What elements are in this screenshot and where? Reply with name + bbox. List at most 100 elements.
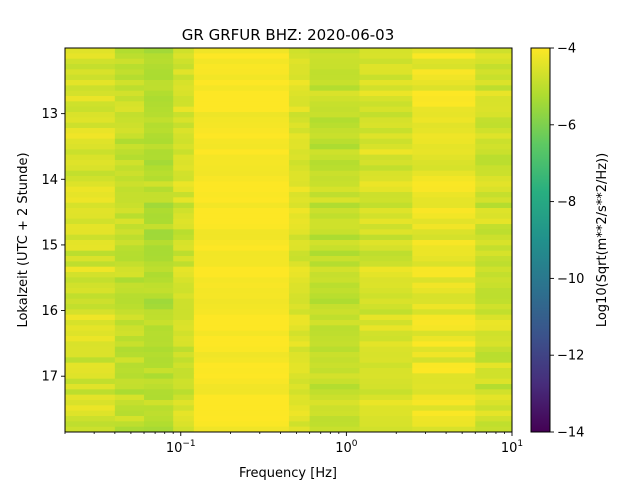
heatmap-cell xyxy=(475,400,512,406)
heatmap-cell xyxy=(359,165,413,172)
heatmap-cell xyxy=(309,170,361,177)
heatmap-cell xyxy=(144,256,174,262)
heatmap-cell xyxy=(114,330,145,337)
heatmap-cell xyxy=(359,336,413,342)
heatmap-cell xyxy=(193,74,290,81)
heatmap-cell xyxy=(144,330,174,337)
heatmap-cell xyxy=(288,266,311,273)
heatmap-cell xyxy=(193,250,290,257)
heatmap-cell xyxy=(309,336,361,342)
heatmap-cell xyxy=(173,213,195,220)
heatmap-cell xyxy=(173,277,195,284)
heatmap-cell xyxy=(65,224,116,230)
heatmap-cell xyxy=(412,224,476,230)
heatmap-cell xyxy=(359,229,413,236)
heatmap-cell xyxy=(144,85,174,92)
heatmap-cell xyxy=(114,96,145,102)
heatmap-cell xyxy=(65,421,116,428)
heatmap-cell xyxy=(193,314,290,321)
heatmap-cell xyxy=(288,208,311,214)
heatmap-cell xyxy=(288,74,311,81)
heatmap-cell xyxy=(65,272,116,278)
heatmap-cell xyxy=(412,373,476,380)
heatmap-cell xyxy=(475,410,512,417)
heatmap-cell xyxy=(193,309,290,316)
heatmap-cell xyxy=(412,213,476,220)
colorbar-tick-label: −6 xyxy=(557,118,576,133)
heatmap-cell xyxy=(288,405,311,412)
heatmap-cell xyxy=(144,341,174,348)
heatmap-cell xyxy=(475,309,512,316)
heatmap-cell xyxy=(359,400,413,406)
heatmap-cell xyxy=(173,352,195,358)
heatmap-cell xyxy=(193,85,290,92)
heatmap-cell xyxy=(173,240,195,246)
heatmap-cell xyxy=(412,394,476,401)
heatmap-cell xyxy=(193,90,290,97)
heatmap-cell xyxy=(173,341,195,348)
heatmap-cell xyxy=(193,245,290,252)
heatmap-cell xyxy=(309,85,361,92)
chart-title: GR GRFUR BHZ: 2020-06-03 xyxy=(182,26,395,44)
heatmap-cell xyxy=(288,112,311,118)
heatmap-cell xyxy=(193,384,290,390)
heatmap-cell xyxy=(65,149,116,156)
heatmap-cell xyxy=(412,410,476,417)
heatmap-cell xyxy=(193,282,290,289)
heatmap-cell xyxy=(114,373,145,380)
heatmap-cell xyxy=(309,389,361,396)
heatmap-cell xyxy=(65,394,116,401)
heatmap-cell xyxy=(412,234,476,241)
heatmap-cell xyxy=(412,229,476,236)
heatmap-cell xyxy=(144,240,174,246)
x-axis: 10−1 100 101 xyxy=(64,432,523,456)
heatmap-cell xyxy=(359,304,413,310)
heatmap-cell xyxy=(65,181,116,188)
heatmap-cell xyxy=(193,69,290,76)
heatmap-cell xyxy=(359,309,413,316)
heatmap-cell xyxy=(144,266,174,273)
colorbar xyxy=(531,48,550,432)
heatmap-cell xyxy=(144,293,174,300)
heatmap-cell xyxy=(288,138,311,145)
heatmap-cell xyxy=(359,186,413,193)
heatmap-cell xyxy=(114,128,145,134)
heatmap-cell xyxy=(114,234,145,241)
heatmap-cell xyxy=(475,160,512,166)
heatmap-cell xyxy=(65,325,116,332)
heatmap-cell xyxy=(475,256,512,262)
heatmap-cell xyxy=(288,53,311,60)
heatmap-cell xyxy=(288,245,311,252)
heatmap-cell xyxy=(412,357,476,364)
heatmap-cell xyxy=(309,149,361,156)
heatmap-cell xyxy=(359,352,413,358)
heatmap-cell xyxy=(193,352,290,358)
heatmap-cell xyxy=(309,325,361,332)
heatmap-cell xyxy=(65,373,116,380)
heatmap-cell xyxy=(114,261,145,268)
heatmap-cell xyxy=(114,346,145,353)
heatmap-cell xyxy=(309,341,361,348)
heatmap-cell xyxy=(193,320,290,326)
heatmap-cell xyxy=(173,208,195,214)
heatmap-cell xyxy=(309,314,361,321)
heatmap-cell xyxy=(359,181,413,188)
heatmap-cell xyxy=(173,298,195,305)
heatmap-cell xyxy=(144,400,174,406)
heatmap-cell xyxy=(412,362,476,369)
heatmap-cell xyxy=(288,362,311,369)
heatmap-cell xyxy=(144,213,174,220)
heatmap-cell xyxy=(359,64,413,70)
heatmap-cell xyxy=(412,85,476,92)
heatmap-cell xyxy=(144,357,174,364)
heatmap-cell xyxy=(173,384,195,390)
heatmap-cell xyxy=(412,197,476,204)
heatmap-cell xyxy=(309,186,361,193)
heatmap-cell xyxy=(359,368,413,374)
heatmap-cell xyxy=(65,282,116,289)
heatmap-cell xyxy=(114,282,145,289)
heatmap-cell xyxy=(412,90,476,97)
heatmap-cell xyxy=(193,426,290,432)
heatmap-cell xyxy=(288,389,311,396)
